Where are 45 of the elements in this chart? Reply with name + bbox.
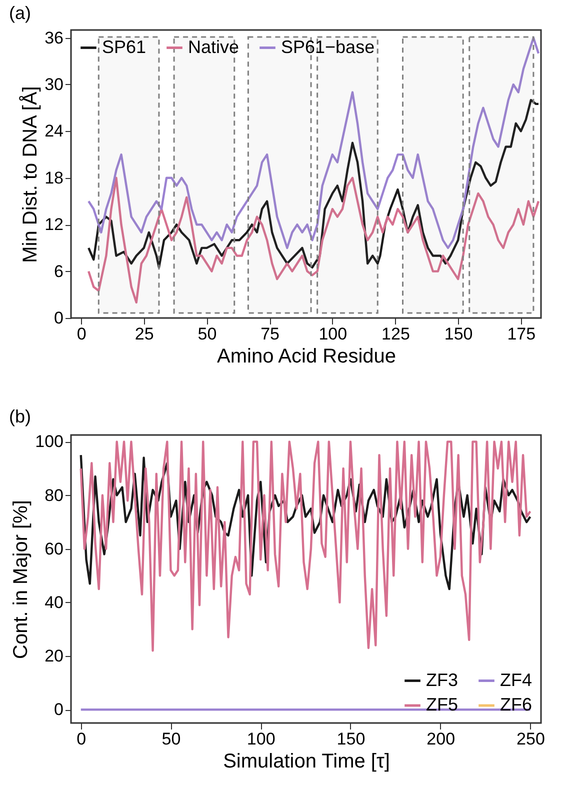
y-tick-label: 12 [44, 215, 64, 234]
legend-label: ZF4 [500, 670, 532, 690]
x-tick-label: 75 [260, 324, 280, 344]
y-axis-title: Min Dist. to DNA [Å] [18, 86, 42, 263]
y-tick-label: 0 [54, 308, 64, 328]
chart-title: (a) [9, 2, 31, 23]
x-tick-label: 100 [246, 730, 276, 748]
x-tick-label: 200 [426, 730, 456, 748]
x-tick-label: 0 [76, 324, 86, 344]
line-series [80, 454, 532, 590]
y-tick-label: 100 [35, 432, 64, 452]
x-tick-label: 100 [318, 324, 348, 344]
y-tick-label: 20 [44, 646, 64, 666]
x-tick-label: 25 [134, 324, 154, 344]
x-axis-title: Amino Acid Residue [217, 346, 396, 368]
legend-label: ZF3 [426, 670, 458, 690]
y-tick-label: 80 [44, 486, 64, 505]
x-tick-label: 250 [516, 730, 545, 748]
y-tick-label: 60 [44, 539, 64, 558]
y-axis-title: Cont. in Major [%] [10, 500, 32, 659]
x-axis-title: Simulation Time [τ] [223, 750, 390, 772]
x-tick-label: 0 [76, 730, 86, 748]
y-tick-label: 40 [44, 592, 64, 612]
y-tick-label: 0 [54, 700, 64, 720]
line-series [87, 36, 540, 250]
y-tick-label: 30 [44, 74, 64, 94]
y-tick-label: 36 [44, 28, 64, 48]
y-tick-label: 24 [44, 122, 64, 141]
line-series [87, 98, 540, 269]
x-tick-label: 50 [198, 324, 217, 344]
y-tick-label: 18 [44, 168, 64, 188]
line-series [80, 440, 532, 652]
legend-label: SP61 [102, 36, 146, 57]
chart-title: (b) [9, 406, 31, 427]
legend-label: ZF6 [500, 694, 532, 714]
x-tick-label: 150 [444, 324, 473, 344]
legend-label: Native [188, 36, 240, 57]
x-tick-label: 125 [382, 324, 410, 344]
line-series [87, 176, 540, 304]
x-tick-label: 150 [336, 730, 366, 748]
x-tick-label: 175 [507, 324, 536, 344]
legend-label: SP61−base [281, 36, 375, 57]
y-tick-label: 6 [54, 262, 64, 281]
legend-label: ZF5 [426, 694, 458, 714]
x-tick-label: 50 [162, 730, 181, 748]
